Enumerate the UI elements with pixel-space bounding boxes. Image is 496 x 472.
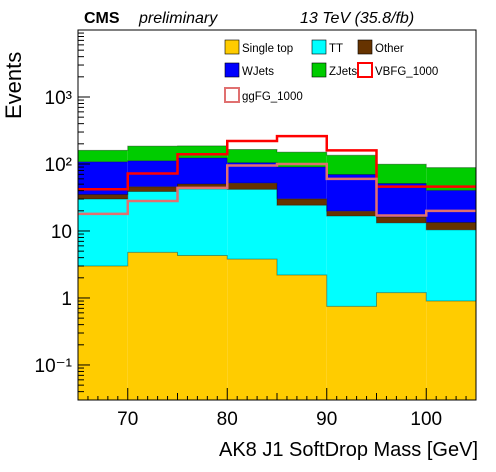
bar-single-top-5 <box>326 306 377 400</box>
legend-label-other: Other <box>375 43 404 55</box>
x-axis-title: AK8 J1 SoftDrop Mass [GeV] <box>219 439 478 461</box>
x-tick-label: 80 <box>217 409 238 430</box>
legend-label-ggfg-1000: ggFG_1000 <box>242 91 303 103</box>
bar-single-top-0 <box>78 266 128 400</box>
bar-wjets-7 <box>426 190 476 223</box>
bar-zjets-6 <box>376 164 427 184</box>
legend-swatch-single-top <box>224 39 240 55</box>
x-tick-label: 90 <box>316 409 337 430</box>
legend-label-tt: TT <box>329 43 343 55</box>
bar-zjets-5 <box>326 155 377 175</box>
y-tick-label: 10³ <box>45 88 72 109</box>
bar-tt-0 <box>78 199 128 267</box>
bar-single-top-7 <box>426 301 476 400</box>
bar-other-1 <box>127 186 178 192</box>
bar-single-top-4 <box>277 275 327 400</box>
legend-label-wjets: WJets <box>242 66 274 78</box>
x-axis: 70 80 90 100 <box>77 388 477 430</box>
legend-label-vbfg-1000: VBFG_1000 <box>375 66 438 78</box>
x-tick-label: 70 <box>117 409 138 430</box>
bar-wjets-5 <box>326 174 377 212</box>
bar-tt-5 <box>326 215 377 307</box>
bar-wjets-2 <box>177 157 228 184</box>
bar-tt-2 <box>177 189 228 256</box>
bar-wjets-6 <box>376 183 427 217</box>
bar-other-6 <box>376 216 427 223</box>
overlay-line-ggfg-1000 <box>78 162 476 217</box>
signal-overlays <box>78 134 476 217</box>
bar-other-3 <box>227 183 277 190</box>
y-tick-label: 1 <box>61 289 72 310</box>
bar-zjets-1 <box>127 146 178 161</box>
legend-swatch-other <box>357 39 373 55</box>
y-tick-label: 10² <box>45 155 72 176</box>
bar-zjets-3 <box>227 149 277 163</box>
bar-tt-3 <box>227 189 277 260</box>
legend-label-zjets: ZJets <box>329 66 357 78</box>
bar-tt-4 <box>277 205 327 276</box>
bar-other-2 <box>177 183 228 190</box>
y-tick-label: 10⁻¹ <box>35 356 73 377</box>
bar-single-top-3 <box>227 259 277 400</box>
experiment-label: CMS <box>84 10 120 27</box>
stack-bars <box>78 145 476 400</box>
bar-single-top-1 <box>127 252 178 400</box>
y-tick-label: 10 <box>51 222 72 243</box>
legend-label-single-top: Single top <box>242 43 293 55</box>
status-label: preliminary <box>139 10 218 27</box>
bar-wjets-4 <box>277 166 327 199</box>
bar-tt-7 <box>426 229 476 302</box>
bar-other-4 <box>277 198 327 206</box>
legend-swatch-ggfg-1000 <box>224 87 240 103</box>
bar-wjets-3 <box>227 162 277 184</box>
legend-swatch-zjets <box>311 62 327 78</box>
bar-other-0 <box>78 194 128 200</box>
legend: Single top TT Other WJets ZJets VBFG_1000 ggFG… <box>224 39 438 103</box>
stack-edge-zjets <box>78 145 476 169</box>
stack-edge-tt <box>78 188 476 231</box>
legend-swatch-vbfg-1000 <box>357 62 373 78</box>
legend-swatch-tt <box>311 39 327 55</box>
y-axis: 10⁻¹ 1 10 10² 10³ <box>35 32 90 401</box>
bar-zjets-7 <box>426 167 476 191</box>
energy-label: 13 TeV (35.8/fb) <box>300 10 415 27</box>
bar-zjets-0 <box>78 150 128 162</box>
legend-swatch-wjets <box>224 62 240 78</box>
stack-edge-single-top <box>78 251 476 307</box>
y-axis-title: Events <box>1 51 26 119</box>
x-tick-label: 100 <box>410 409 442 430</box>
bar-tt-6 <box>376 222 427 293</box>
bar-single-top-2 <box>177 255 228 400</box>
bar-other-7 <box>426 222 476 230</box>
stack-edge-other <box>78 182 476 223</box>
bar-other-5 <box>326 211 377 216</box>
bar-single-top-6 <box>376 292 427 400</box>
overlay-line-vbfg-1000 <box>78 134 476 191</box>
bar-zjets-2 <box>177 145 228 158</box>
